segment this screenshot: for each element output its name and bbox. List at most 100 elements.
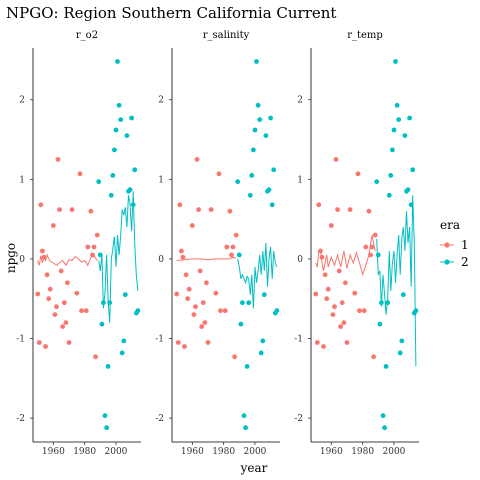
y-tick-label: -2 [294,414,303,424]
data-point-era-1 [196,207,202,213]
y-tick-label: 2 [297,96,303,106]
data-point-era-1 [328,223,334,228]
data-point-era-2 [236,252,242,258]
data-point-era-1 [222,308,228,314]
data-point-era-2 [115,59,120,64]
data-point-era-2 [402,133,408,139]
data-point-era-1 [61,300,67,306]
data-point-era-2 [382,425,387,431]
data-point-era-1 [313,291,319,297]
data-point-era-2 [413,308,419,314]
data-point-era-1 [186,286,192,292]
data-point-era-1 [321,344,326,349]
data-point-era-1 [324,296,330,302]
data-point-era-2 [260,338,266,344]
data-point-era-2 [396,117,402,122]
data-point-era-1 [347,207,353,213]
panel-strip-label: r_temp [347,30,383,41]
data-point-era-2 [244,364,250,369]
data-point-era-1 [185,296,191,302]
data-point-era-1 [355,171,361,177]
data-point-era-1 [338,324,344,329]
series-line-era-1 [315,235,376,277]
data-point-era-2 [107,300,113,306]
panel-strip-label: r_o2 [76,30,98,41]
panel-r-salinity: r_salinity -2 -1 0 1 2 1960 1980 2000 [155,30,280,457]
data-point-era-2 [383,364,389,369]
x-tick-label: 1960 [320,447,343,457]
data-point-era-1 [191,312,197,317]
data-point-era-2 [238,321,244,327]
y-tick-label: 0 [19,255,25,265]
data-point-era-1 [200,300,206,306]
legend-key-point [444,259,450,265]
data-point-era-2 [104,425,109,431]
data-point-era-2 [391,127,397,133]
y-tick-label: -1 [294,335,303,345]
data-point-era-1 [66,340,72,345]
panel-r-o2: r_o2 -2 -1 0 1 2 1960 1980 2000 [16,30,141,457]
data-point-era-1 [193,304,198,310]
data-point-era-1 [183,272,189,278]
data-point-era-1 [40,248,45,254]
data-point-era-1 [208,207,214,213]
y-tick-label: -2 [16,414,25,424]
data-point-era-2 [261,292,267,298]
data-point-era-1 [57,207,62,213]
y-tick-label: 1 [158,175,164,185]
data-point-era-1 [83,308,89,314]
y-tick-label: -2 [155,414,164,424]
data-point-era-1 [52,312,58,317]
y-tick-label: -1 [16,335,25,345]
data-point-era-1 [227,208,233,214]
data-point-era-1 [41,254,47,260]
data-point-era-1 [372,232,378,238]
panel-strip-label: r_salinity [203,30,250,41]
data-point-era-1 [344,340,350,345]
data-point-era-1 [325,286,331,292]
data-point-era-2 [255,102,261,108]
data-point-era-1 [69,207,75,213]
data-point-era-1 [58,268,64,274]
y-tick-label: 0 [158,255,164,265]
x-tick-label: 2000 [383,447,406,457]
data-point-era-2 [249,173,255,178]
data-point-era-1 [352,290,358,296]
data-point-era-1 [174,291,180,297]
data-point-era-1 [229,252,234,258]
x-tick-label: 2000 [105,447,128,457]
data-point-era-2 [119,350,125,356]
chart-title: NPGO: Region Southern California Current [6,4,336,22]
data-point-era-1 [314,340,320,345]
data-point-era-1 [94,232,100,238]
data-point-era-1 [47,286,53,292]
data-point-era-1 [368,252,373,258]
data-point-era-2 [132,167,138,173]
data-point-era-1 [189,223,195,228]
data-point-era-1 [91,244,97,250]
data-point-era-1 [357,308,362,314]
data-point-era-2 [251,147,256,153]
data-point-era-2 [385,300,391,306]
panel-r-temp: r_temp -2 -1 0 1 2 1960 1980 2000 [294,30,419,457]
data-point-era-1 [204,280,209,286]
series-line-era-2 [98,191,139,323]
data-point-era-2 [258,350,264,356]
data-point-era-2 [247,192,253,198]
data-point-era-1 [361,308,367,314]
data-point-era-1 [333,157,339,162]
x-axis-title: year [240,461,268,475]
data-point-era-1 [369,244,375,250]
data-point-era-1 [318,248,323,254]
data-point-era-2 [235,179,241,185]
data-point-era-1 [35,291,41,297]
data-point-era-2 [380,413,386,419]
data-point-era-1 [322,272,328,278]
data-point-era-1 [330,312,336,317]
data-point-era-2 [241,413,247,419]
data-point-era-1 [366,208,372,214]
data-point-era-2 [124,133,130,139]
data-point-era-2 [101,300,106,306]
data-point-era-2 [271,167,277,173]
data-point-era-2 [130,202,136,208]
